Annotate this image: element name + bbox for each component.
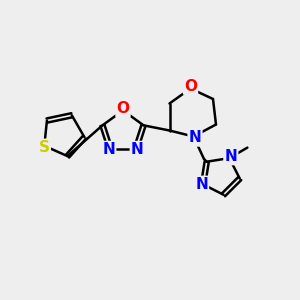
Text: N: N (102, 142, 115, 157)
Text: N: N (224, 149, 237, 164)
Text: N: N (189, 130, 201, 146)
Text: O: O (116, 101, 130, 116)
Text: O: O (184, 79, 197, 94)
Text: N: N (131, 142, 144, 157)
Text: S: S (39, 140, 50, 155)
Text: N: N (195, 177, 208, 192)
